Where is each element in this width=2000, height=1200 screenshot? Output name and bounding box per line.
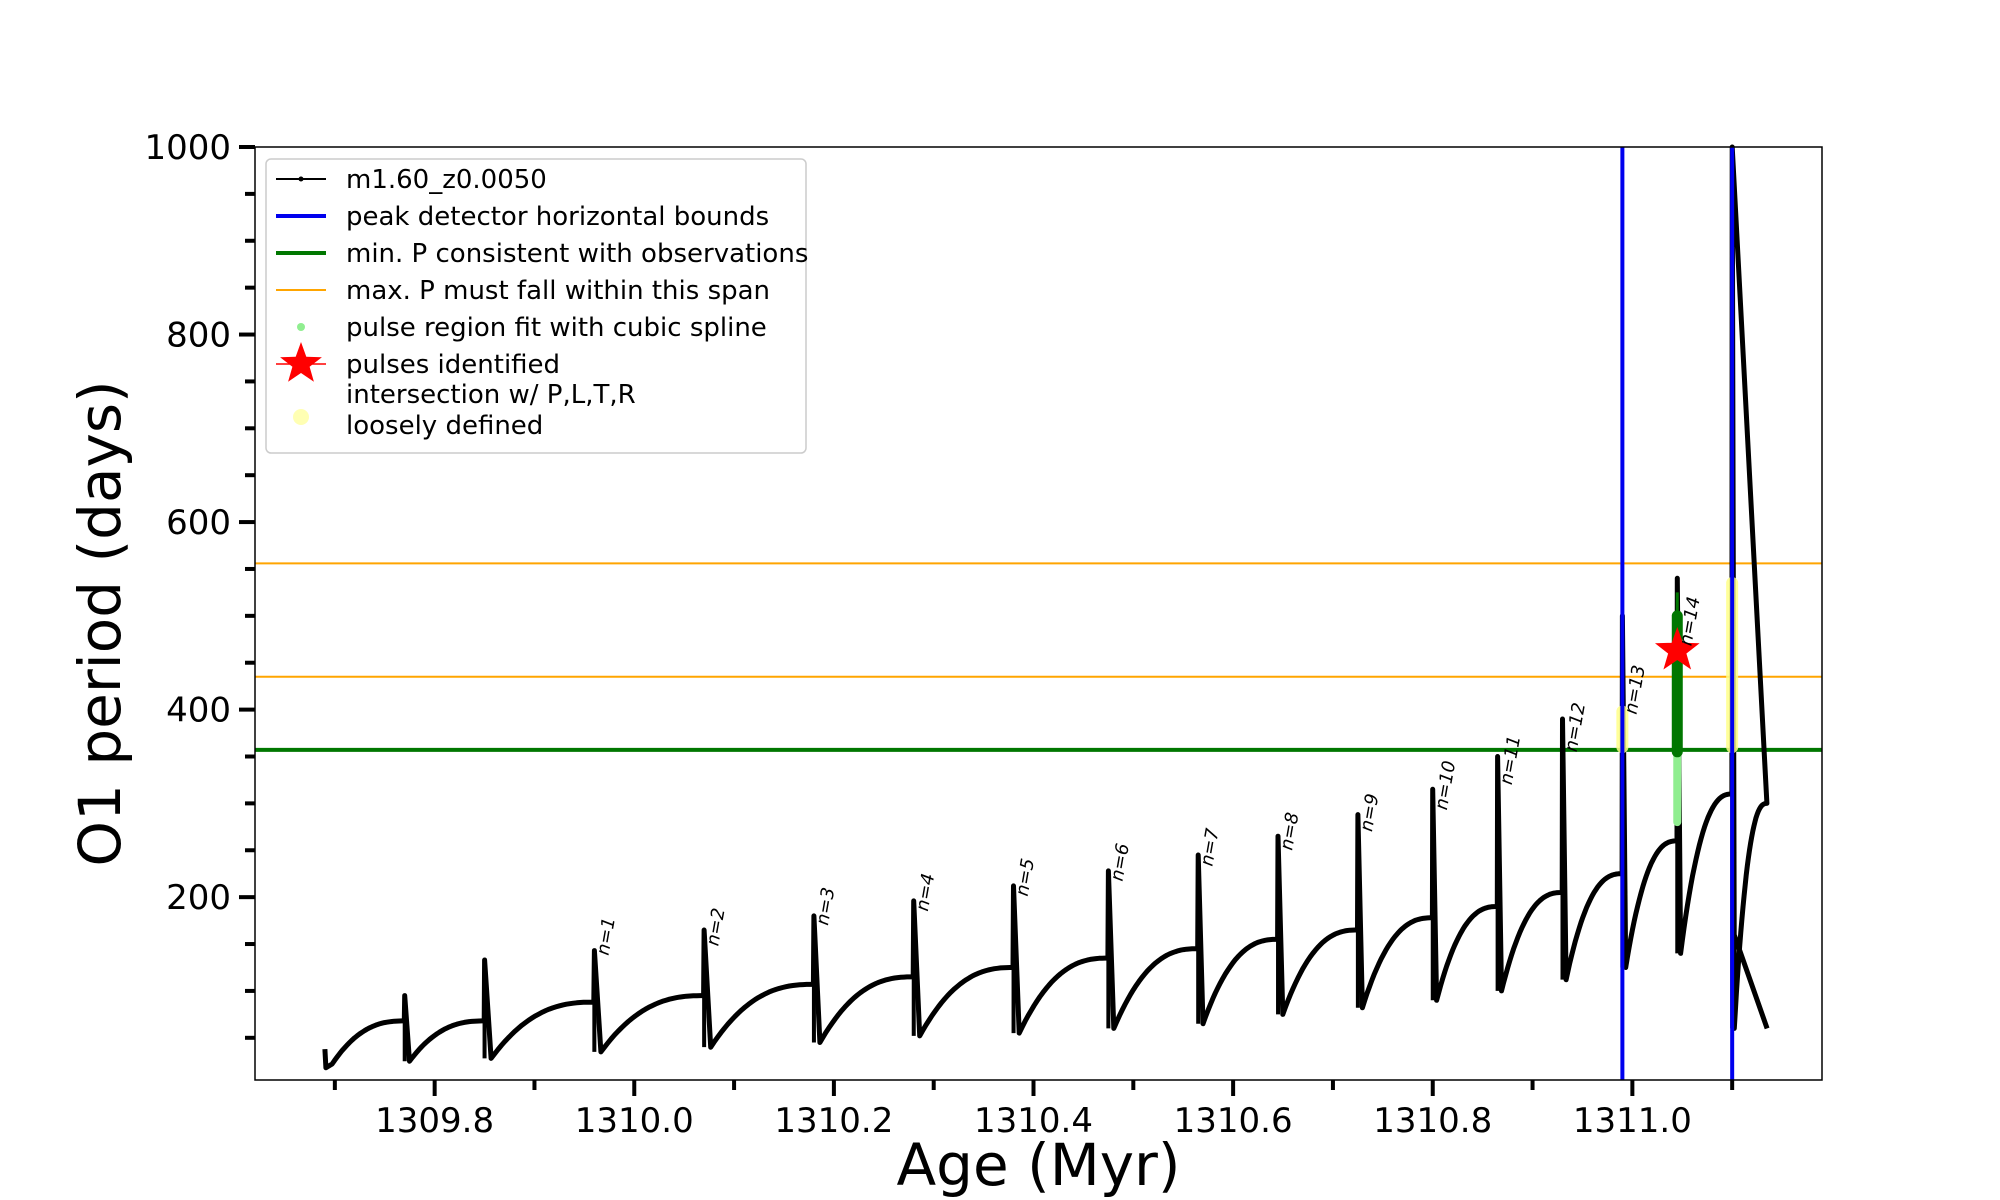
pulse-label-11: n=11 <box>1496 734 1525 786</box>
legend-label-6-line2: loosely defined <box>346 411 543 441</box>
legend-handle-6 <box>293 409 309 425</box>
legend-label-1: peak detector horizontal bounds <box>346 202 769 232</box>
plot-frame <box>254 146 1823 1081</box>
pulse-label-5: n=5 <box>1012 857 1039 898</box>
pulse-label-10: n=10 <box>1431 759 1460 811</box>
y-tick-label: 400 <box>166 691 231 731</box>
x-tick-label: 1309.8 <box>375 1101 494 1141</box>
x-tick-label: 1310.4 <box>974 1101 1093 1141</box>
legend-label-3: max. P must fall within this span <box>346 276 770 306</box>
legend-handle-dot <box>298 176 304 182</box>
pulse-label-1: n=1 <box>593 916 620 957</box>
x-tick-label: 1310.2 <box>774 1101 893 1141</box>
pulse-label-8: n=8 <box>1276 811 1303 852</box>
legend-label-5: pulses identified <box>346 350 560 380</box>
pulse-label-3: n=3 <box>812 886 839 927</box>
pulse-labels: n=1 n=2n=3 n=4 n=5 n=6 n=7 n=8 n=9n=10 n=11n=12n… <box>593 595 1705 957</box>
legend-label-4: pulse region fit with cubic spline <box>346 313 767 343</box>
y-tick-label: 1000 <box>144 128 231 168</box>
x-tick-label: 1310.6 <box>1174 1101 1293 1141</box>
pulse-label-4: n=4 <box>912 872 939 913</box>
pulse-label-2: n=2 <box>702 906 729 947</box>
legend-handle-5 <box>280 342 322 382</box>
y-axis-label: O1 period (days) <box>66 380 134 866</box>
pulse-label-7: n=7 <box>1196 826 1223 868</box>
x-axis-label: Age (Myr) <box>896 1131 1180 1199</box>
y-tick-label: 600 <box>166 503 231 543</box>
pulse-label-9: n=9 <box>1356 792 1383 833</box>
x-tick-label: 1310.0 <box>575 1101 694 1141</box>
legend-label-0: m1.60_z0.0050 <box>346 165 547 195</box>
x-axis-ticks: 1309.8 1310.0 1310.2 1310.4 1310.6 1310.8 1311… <box>332 1080 1735 1141</box>
series-line <box>322 144 1770 1071</box>
y-tick-label: 200 <box>166 878 231 918</box>
pulse-identified-star <box>1654 627 1700 670</box>
peak-detector-bounds <box>1620 147 1735 1080</box>
legend-label-2: min. P consistent with observations <box>346 239 808 269</box>
legend-handle-4 <box>297 323 305 331</box>
y-tick-label: 800 <box>166 316 231 356</box>
x-tick-label: 1311.0 <box>1573 1101 1692 1141</box>
x-tick-label: 1310.8 <box>1373 1101 1492 1141</box>
pulse-label-6: n=6 <box>1107 842 1134 883</box>
y-axis-ticks: 200 400 600 800 1000 <box>144 128 255 1040</box>
legend-label-6: intersection w/ P,L,T,R <box>346 380 636 410</box>
pulse-label-12: n=12 <box>1561 701 1590 753</box>
legend-box <box>265 158 807 454</box>
